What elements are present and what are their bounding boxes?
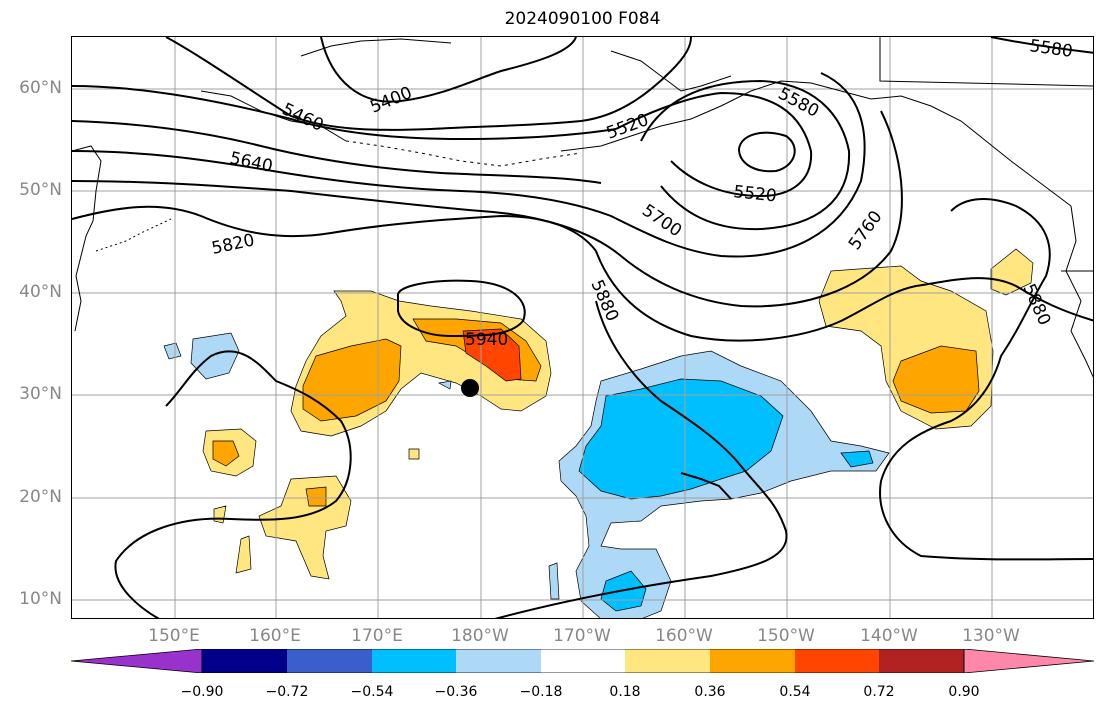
positive-anomaly-patch-w3: [213, 505, 227, 524]
alaska-north-coast: [610, 50, 732, 92]
colorbar-extend-high: [963, 649, 1094, 673]
colorbar-tick-neg-018: −0.18: [519, 684, 563, 700]
colorbar-bin-3: [372, 649, 456, 673]
small-blue-patch-marker: [437, 380, 452, 390]
negative-anomaly-blue-east: [840, 450, 874, 468]
lat-label-10n: 10°N: [19, 589, 62, 609]
contour-label-5880-center: 5880: [586, 277, 622, 325]
lon-label-180w: 180°W: [451, 626, 509, 646]
positive-anomaly-patch-w2: [258, 475, 352, 580]
contour-5520-low: [737, 131, 796, 173]
contour-5640: [72, 120, 602, 184]
colorbar-tick-036: 0.36: [694, 684, 726, 700]
lat-label-30n: 30°N: [19, 384, 62, 404]
contour-5880-south: [494, 300, 788, 618]
contour-label-5460: 5460: [279, 99, 327, 135]
contour-label-5520-n: 5520: [604, 110, 651, 144]
colorbar-bin-7: [710, 649, 795, 673]
anomaly-shading: [163, 248, 1034, 618]
positive-anomaly-patch-w4: [235, 535, 252, 574]
colorbar-tick-neg-090: −0.90: [180, 684, 224, 700]
colorbar-bin-4: [456, 649, 541, 673]
contour-5880-west: [114, 350, 352, 618]
positive-anomaly-patch-w5: [408, 448, 420, 460]
aleutian-islands: [345, 140, 582, 167]
positive-anomaly-orange-central: [302, 338, 402, 422]
colorbar-bin-6: [625, 649, 710, 673]
contour-5880-main: [595, 250, 1093, 342]
lon-label-150w: 150°W: [757, 626, 815, 646]
contour-5820: [72, 205, 597, 252]
canada-border: [879, 37, 1093, 87]
positive-anomaly-patch-w1-core: [212, 440, 240, 467]
lon-label-140w: 140°W: [860, 626, 918, 646]
lon-label-170w: 170°W: [553, 626, 611, 646]
lon-label-170e: 170°E: [351, 626, 403, 646]
contour-5700: [72, 72, 866, 258]
positive-anomaly-patch-w2-core: [305, 486, 327, 507]
contour-5760: [72, 110, 903, 308]
height-contours: [72, 37, 1093, 618]
negative-anomaly-patch-s: [548, 562, 560, 600]
lat-label-60n: 60°N: [19, 78, 62, 98]
lon-label-130w: 130°W: [962, 626, 1020, 646]
contour-5940: [397, 279, 526, 338]
lon-label-160w: 160°W: [655, 626, 713, 646]
contour-label-5580-ne: 5580: [1028, 37, 1074, 62]
colorbar-tick-neg-036: −0.36: [434, 684, 478, 700]
contour-label-5640: 5640: [228, 148, 274, 177]
north-america-west-coast: [1065, 205, 1093, 378]
contour-5520-ring: [615, 91, 813, 198]
colorbar-bin-5: [541, 649, 625, 673]
contour-5460: [165, 37, 692, 131]
contour-label-5700: 5700: [638, 201, 685, 242]
contour-label-5400: 5400: [367, 83, 415, 118]
colorbar-tick-018: 0.18: [609, 684, 641, 700]
map-panel[interactable]: 5580 5400 5460 5520 5580 5640 5520 5700 …: [71, 36, 1094, 619]
lat-label-40n: 40°N: [19, 282, 62, 302]
contour-5400: [320, 37, 577, 103]
colorbar-tick-neg-072: −0.72: [265, 684, 309, 700]
typhoon-position-dot: [461, 379, 479, 397]
coastlines: [72, 37, 1093, 500]
bering-islands: [300, 38, 452, 57]
colorbar-bin-9: [879, 649, 964, 673]
map-title: 2024090100 F084: [504, 9, 661, 29]
lon-label-160e: 160°E: [249, 626, 301, 646]
positive-anomaly-yellow-ne: [990, 248, 1034, 296]
lat-label-20n: 20°N: [19, 487, 62, 507]
contour-5880-east: [879, 198, 1093, 561]
colorbar-tick-neg-054: −0.54: [350, 684, 394, 700]
alaska-coast: [560, 80, 1072, 207]
colorbar-tick-090: 0.90: [948, 684, 980, 700]
negative-anomaly-blue-central: [578, 378, 784, 500]
contour-label-5760: 5760: [845, 207, 887, 254]
colorbar-tick-054: 0.54: [779, 684, 811, 700]
hawaii-islands: [680, 472, 732, 500]
contour-5520-n: [72, 85, 617, 141]
colorbar-bin-2: [287, 649, 372, 673]
contour-5580-ne: [990, 37, 1093, 54]
colorbar-extend-low: [71, 649, 203, 673]
kuril-islands: [95, 218, 172, 252]
contour-label-5520-ring: 5520: [732, 182, 777, 206]
colorbar-outline: [201, 649, 965, 673]
colorbar-bin-8: [795, 649, 879, 673]
lon-label-150e: 150°E: [148, 626, 200, 646]
colorbar: [71, 649, 1094, 673]
colorbar-bin-1: [202, 649, 287, 673]
contour-label-5820: 5820: [210, 230, 256, 259]
contour-5580-ring: [640, 79, 851, 231]
colorbar-tick-072: 0.72: [863, 684, 895, 700]
lat-label-50n: 50°N: [19, 180, 62, 200]
map-svg: 5580 5400 5460 5520 5580 5640 5520 5700 …: [72, 37, 1093, 618]
contour-label-5940: 5940: [465, 330, 508, 350]
kamchatka-coast: [72, 145, 102, 332]
negative-anomaly-patch-w2: [163, 342, 182, 360]
graticule: [72, 37, 1093, 618]
negative-anomaly-patch-w1: [190, 332, 240, 380]
